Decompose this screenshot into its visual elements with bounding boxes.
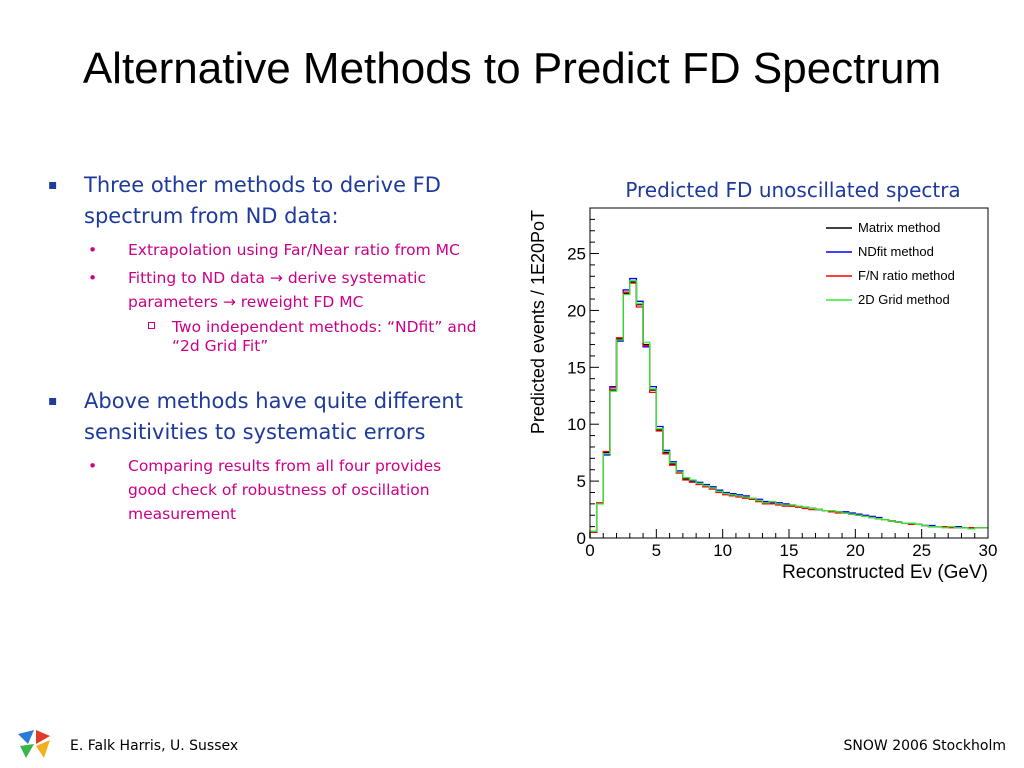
- y-tick-label: 20: [567, 301, 586, 320]
- hollow-square-bullet-icon: [148, 322, 155, 329]
- bullet-item: ▪ Above methods have quite different sen…: [44, 386, 484, 448]
- bullet-item: ▪ Three other methods to derive FD spect…: [44, 170, 484, 232]
- dot-bullet-icon: •: [88, 241, 98, 259]
- square-bullet-icon: ▪: [48, 177, 58, 193]
- conference-logo-icon: [18, 730, 50, 758]
- chart-caption: Predicted FD unoscillated spectra: [625, 178, 961, 202]
- footer-event: SNOW 2006 Stockholm: [843, 738, 1006, 754]
- y-tick-label: 10: [567, 415, 586, 434]
- conference-logo: [14, 726, 54, 766]
- legend-entry: NDfit method: [858, 244, 934, 259]
- x-tick-label: 20: [846, 541, 865, 560]
- x-tick-label: 5: [652, 541, 661, 560]
- x-axis-label: Reconstructed Eν (GeV): [782, 562, 988, 583]
- x-tick-label: 25: [912, 541, 931, 560]
- series-line: [589, 280, 988, 538]
- y-axis-label: Predicted events / 1E20PoT: [528, 210, 548, 434]
- series-line: [589, 282, 988, 538]
- y-tick-label: 0: [577, 529, 586, 548]
- y-tick-label: 15: [567, 358, 586, 377]
- plot-frame: [589, 207, 989, 539]
- x-tick-label: 0: [585, 541, 594, 560]
- sub-sub-bullet-text: Two independent methods: “NDfit” and “2d…: [172, 318, 477, 355]
- y-tick-label: 5: [577, 472, 586, 491]
- sub-bullet-text: Fitting to ND data → derive systematic p…: [128, 269, 426, 311]
- x-tick-label: 10: [713, 541, 732, 560]
- dot-bullet-icon: •: [88, 457, 98, 475]
- legend-entry: 2D Grid method: [858, 292, 950, 307]
- slide-title: Alternative Methods to Predict FD Spectr…: [82, 44, 942, 93]
- square-bullet-icon: ▪: [48, 393, 58, 409]
- x-tick-label: 30: [979, 541, 998, 560]
- sub-sub-bullet-item: Two independent methods: “NDfit” and “2d…: [144, 318, 484, 356]
- footer-author: E. Falk Harris, U. Sussex: [70, 738, 239, 754]
- x-tick-label: 15: [780, 541, 799, 560]
- legend-entry: Matrix method: [858, 220, 940, 235]
- bullet-text: Above methods have quite different sensi…: [84, 389, 463, 444]
- legend-entry: F/N ratio method: [858, 268, 955, 283]
- bullet-list: ▪ Three other methods to derive FD spect…: [44, 170, 484, 530]
- spectrum-chart: 0 5 10 15 20 25 30 0 5 10 15 20 25 Reconstructed Eν (…: [528, 207, 998, 583]
- sub-bullet-item: • Fitting to ND data → derive systematic…: [88, 266, 476, 314]
- sub-bullet-item: • Extrapolation using Far/Near ratio fro…: [88, 238, 476, 262]
- y-tick-label: 25: [567, 245, 586, 264]
- series-line: [589, 277, 988, 538]
- sub-bullet-text: Extrapolation using Far/Near ratio from …: [128, 241, 460, 259]
- sub-bullet-item: • Comparing results from all four provid…: [88, 454, 476, 526]
- sub-bullet-text: Comparing results from all four provides…: [128, 457, 442, 523]
- series-line: [589, 281, 988, 538]
- bullet-text: Three other methods to derive FD spectru…: [84, 173, 441, 228]
- dot-bullet-icon: •: [88, 269, 98, 287]
